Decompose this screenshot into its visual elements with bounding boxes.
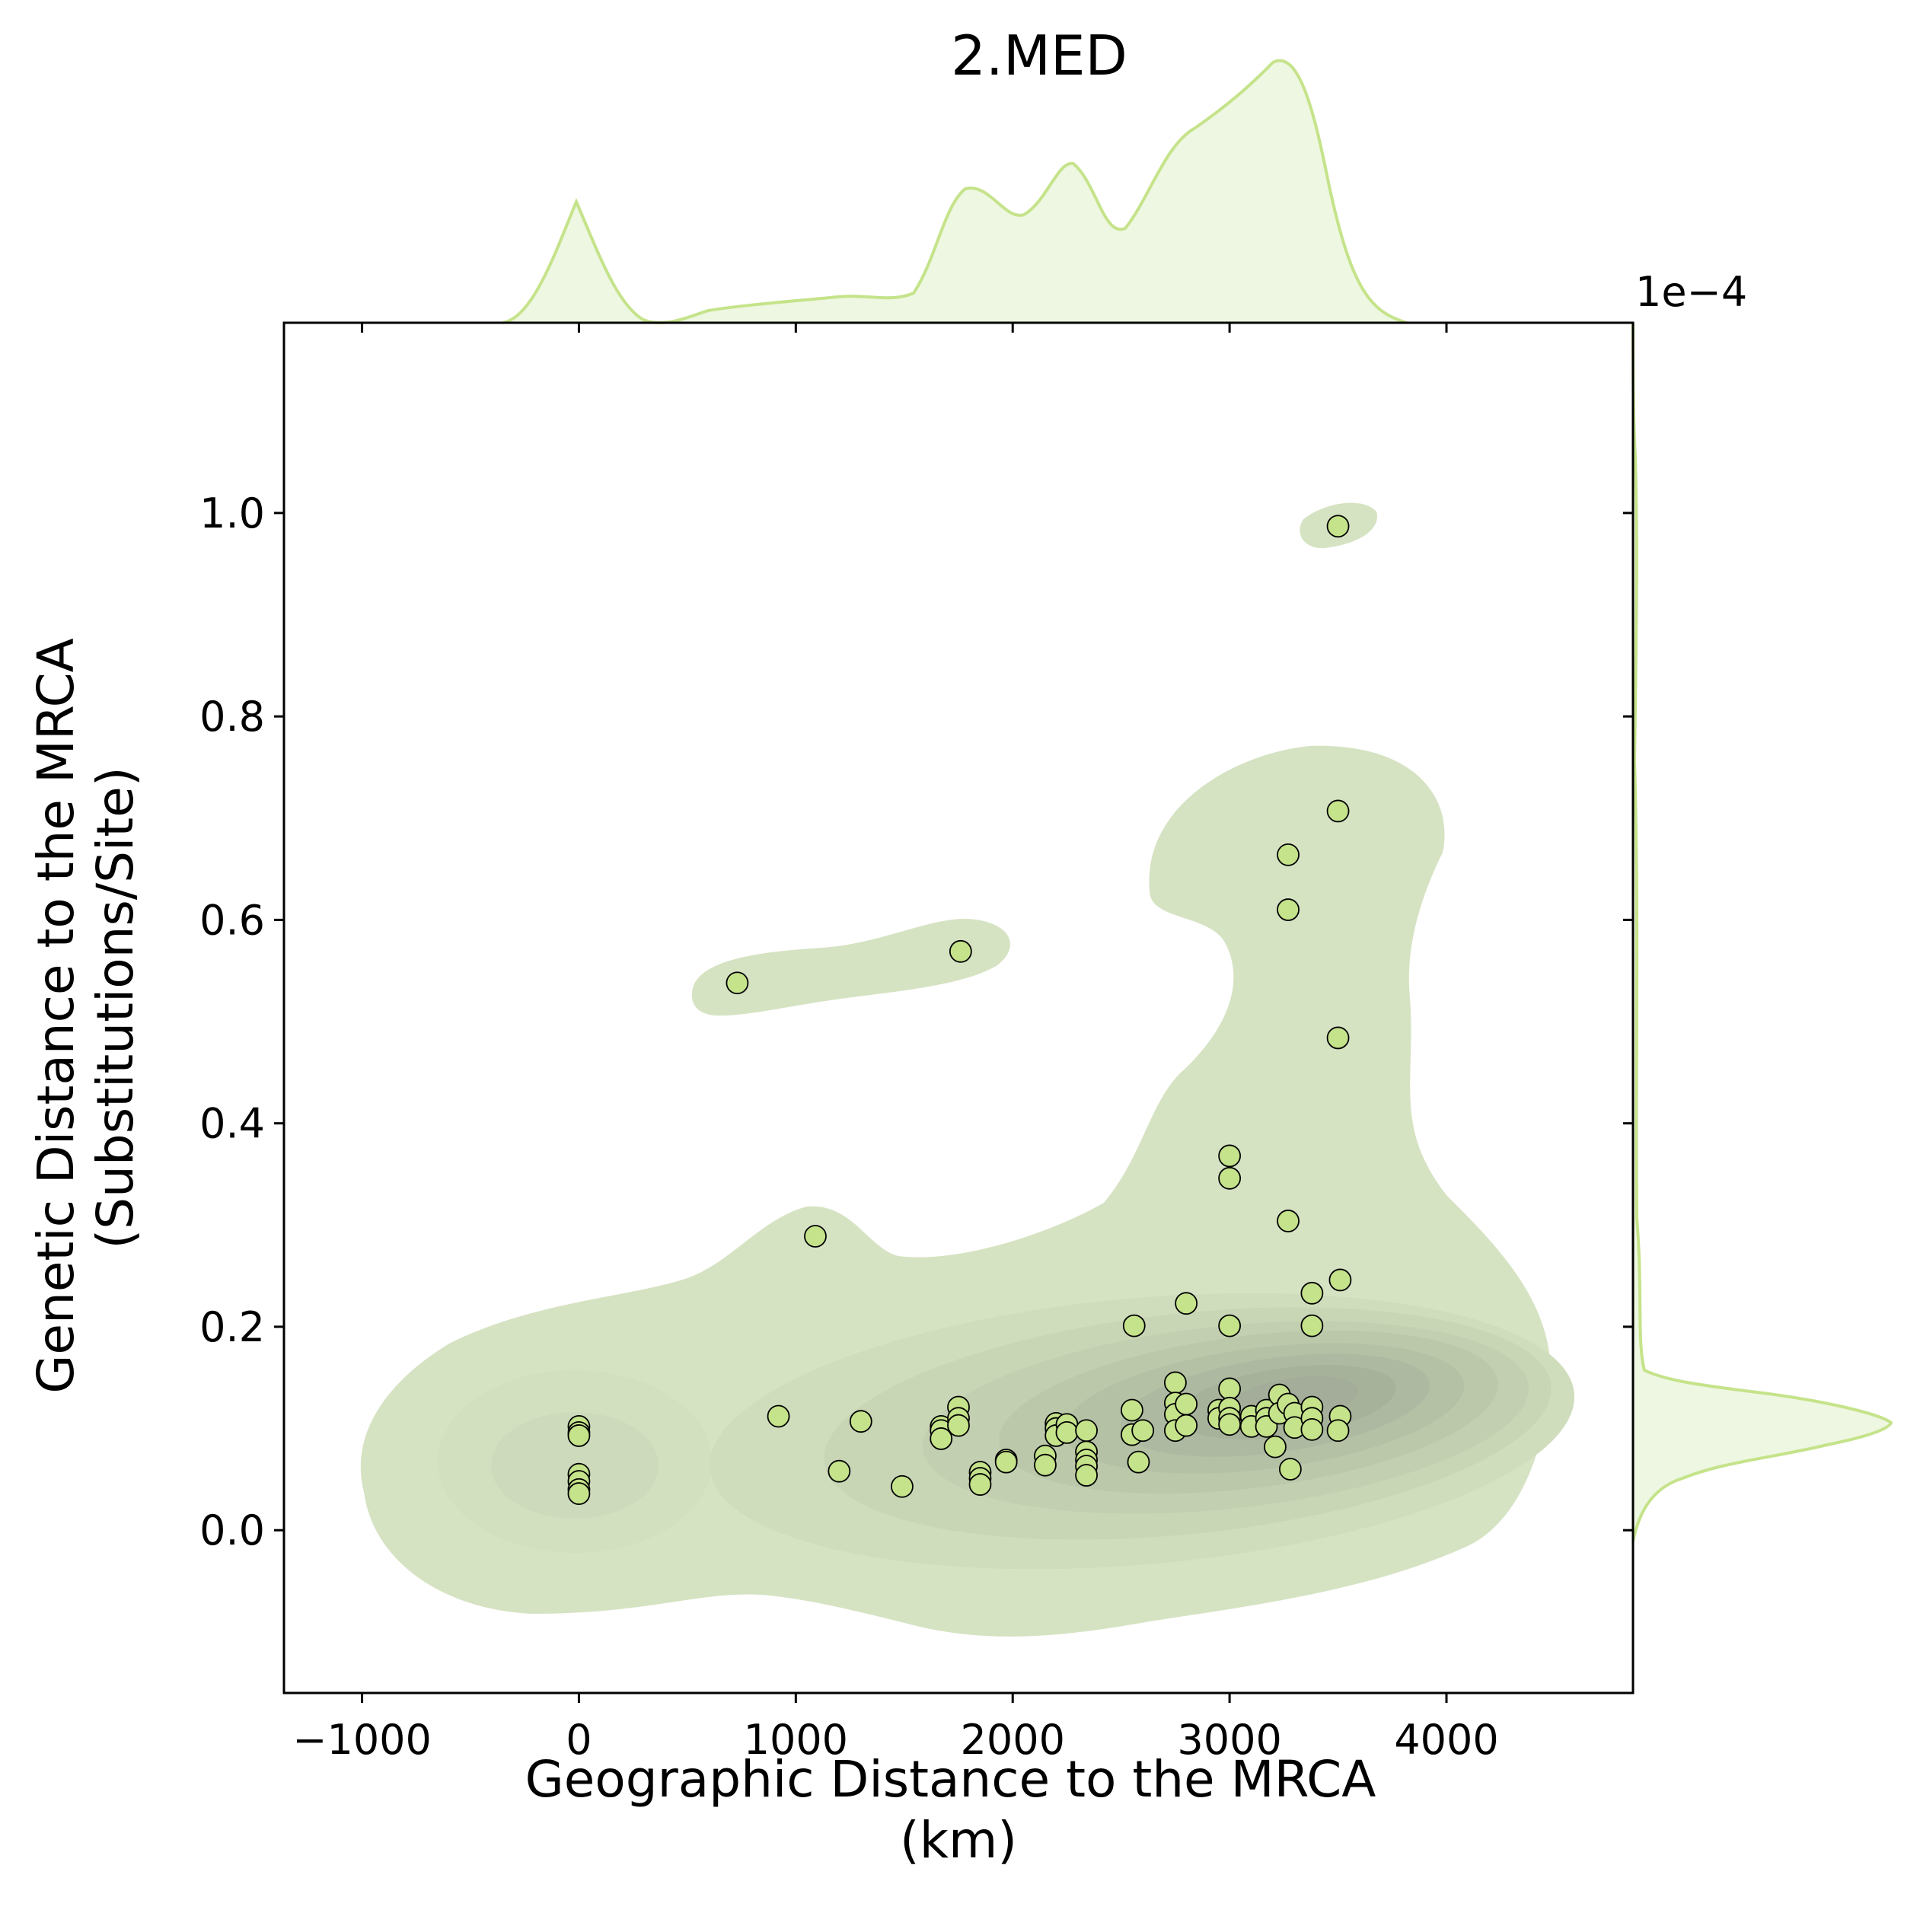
x-marginal-line [502, 59, 1408, 325]
data-point [949, 939, 972, 963]
data-point [1264, 1435, 1287, 1459]
data-point [1055, 1421, 1079, 1444]
data-point [1034, 1453, 1057, 1477]
data-point [1300, 1417, 1324, 1441]
data-point [1075, 1419, 1098, 1443]
scatter-points [567, 515, 1352, 1505]
y-tick-label: 0.4 [199, 1100, 265, 1148]
data-point [1163, 1371, 1187, 1395]
y-axis: 0.0 0.2 0.4 0.6 0.8 1.0 [199, 489, 1633, 1554]
data-point [849, 1410, 872, 1433]
data-point [1218, 1314, 1242, 1337]
x-axis: −1000 0 1000 2000 3000 4000 [292, 323, 1499, 1764]
x-tick-label: −1000 [292, 1716, 432, 1764]
y-tick-label: 0.6 [199, 896, 265, 944]
data-point [1121, 1398, 1143, 1422]
data-point [767, 1404, 790, 1428]
y-axis-label: Genetic Distance to the MRCA (Substituti… [27, 622, 145, 1394]
y-offset-label: 1e−4 [1635, 268, 1747, 316]
data-point [1326, 515, 1350, 538]
data-point [1175, 1392, 1198, 1416]
data-point [1278, 1458, 1302, 1481]
y-marginal-density [1631, 322, 1893, 1542]
data-point [1326, 1419, 1350, 1443]
x-axis-label-line1: Geographic Distance to the MRCA [525, 1750, 1376, 1809]
data-point [828, 1459, 851, 1483]
y-tick-label: 0.2 [199, 1303, 265, 1351]
data-point [1218, 1377, 1242, 1401]
data-point [1277, 843, 1300, 866]
data-point [1277, 1210, 1300, 1232]
x-tick-label: 2000 [961, 1716, 1065, 1764]
data-point [968, 1473, 992, 1496]
data-point [1218, 1413, 1242, 1436]
x-marginal-fill [502, 60, 1407, 324]
y-tick-label: 0.0 [199, 1506, 265, 1554]
y-marginal-fill [1633, 323, 1891, 1541]
data-point [947, 1414, 970, 1437]
data-point [1122, 1314, 1146, 1337]
data-point [994, 1450, 1018, 1474]
x-axis-label: Geographic Distance to the MRCA (km) [525, 1750, 1392, 1870]
y-tick-label: 0.8 [199, 693, 265, 741]
y-tick-label: 1.0 [199, 489, 265, 537]
data-point [1326, 1026, 1350, 1050]
data-point [804, 1225, 827, 1248]
data-point [1127, 1450, 1150, 1474]
y-axis-label-line1: Genetic Distance to the MRCA [27, 638, 85, 1394]
data-point [726, 971, 749, 995]
y-axis-label-line2: (Substitutions/Site) [86, 767, 145, 1248]
data-point [1277, 898, 1300, 921]
x-tick-label: 3000 [1177, 1716, 1281, 1764]
x-tick-label: 4000 [1394, 1716, 1498, 1764]
data-point [1218, 1144, 1242, 1168]
data-point [567, 1482, 591, 1505]
data-point [1131, 1419, 1155, 1443]
data-point [1075, 1464, 1098, 1487]
data-point [1175, 1414, 1198, 1437]
data-point [1328, 1268, 1352, 1292]
data-point [1300, 1281, 1324, 1305]
y-marginal-line [1631, 322, 1893, 1542]
data-point [891, 1475, 914, 1498]
data-point [1218, 1166, 1242, 1190]
data-point [1300, 1314, 1324, 1337]
x-tick-label: 1000 [744, 1716, 848, 1764]
kde-island-mid [691, 918, 1010, 1016]
chart-title: 2.MED [951, 24, 1127, 88]
data-point [1175, 1292, 1198, 1315]
plot-frame [282, 321, 1635, 1694]
data-point [930, 1427, 953, 1450]
data-point [1326, 799, 1350, 823]
data-point [567, 1424, 591, 1447]
x-axis-label-line2: (km) [900, 1811, 1017, 1870]
x-tick-label: 0 [566, 1716, 592, 1764]
x-marginal-density [502, 59, 1408, 325]
